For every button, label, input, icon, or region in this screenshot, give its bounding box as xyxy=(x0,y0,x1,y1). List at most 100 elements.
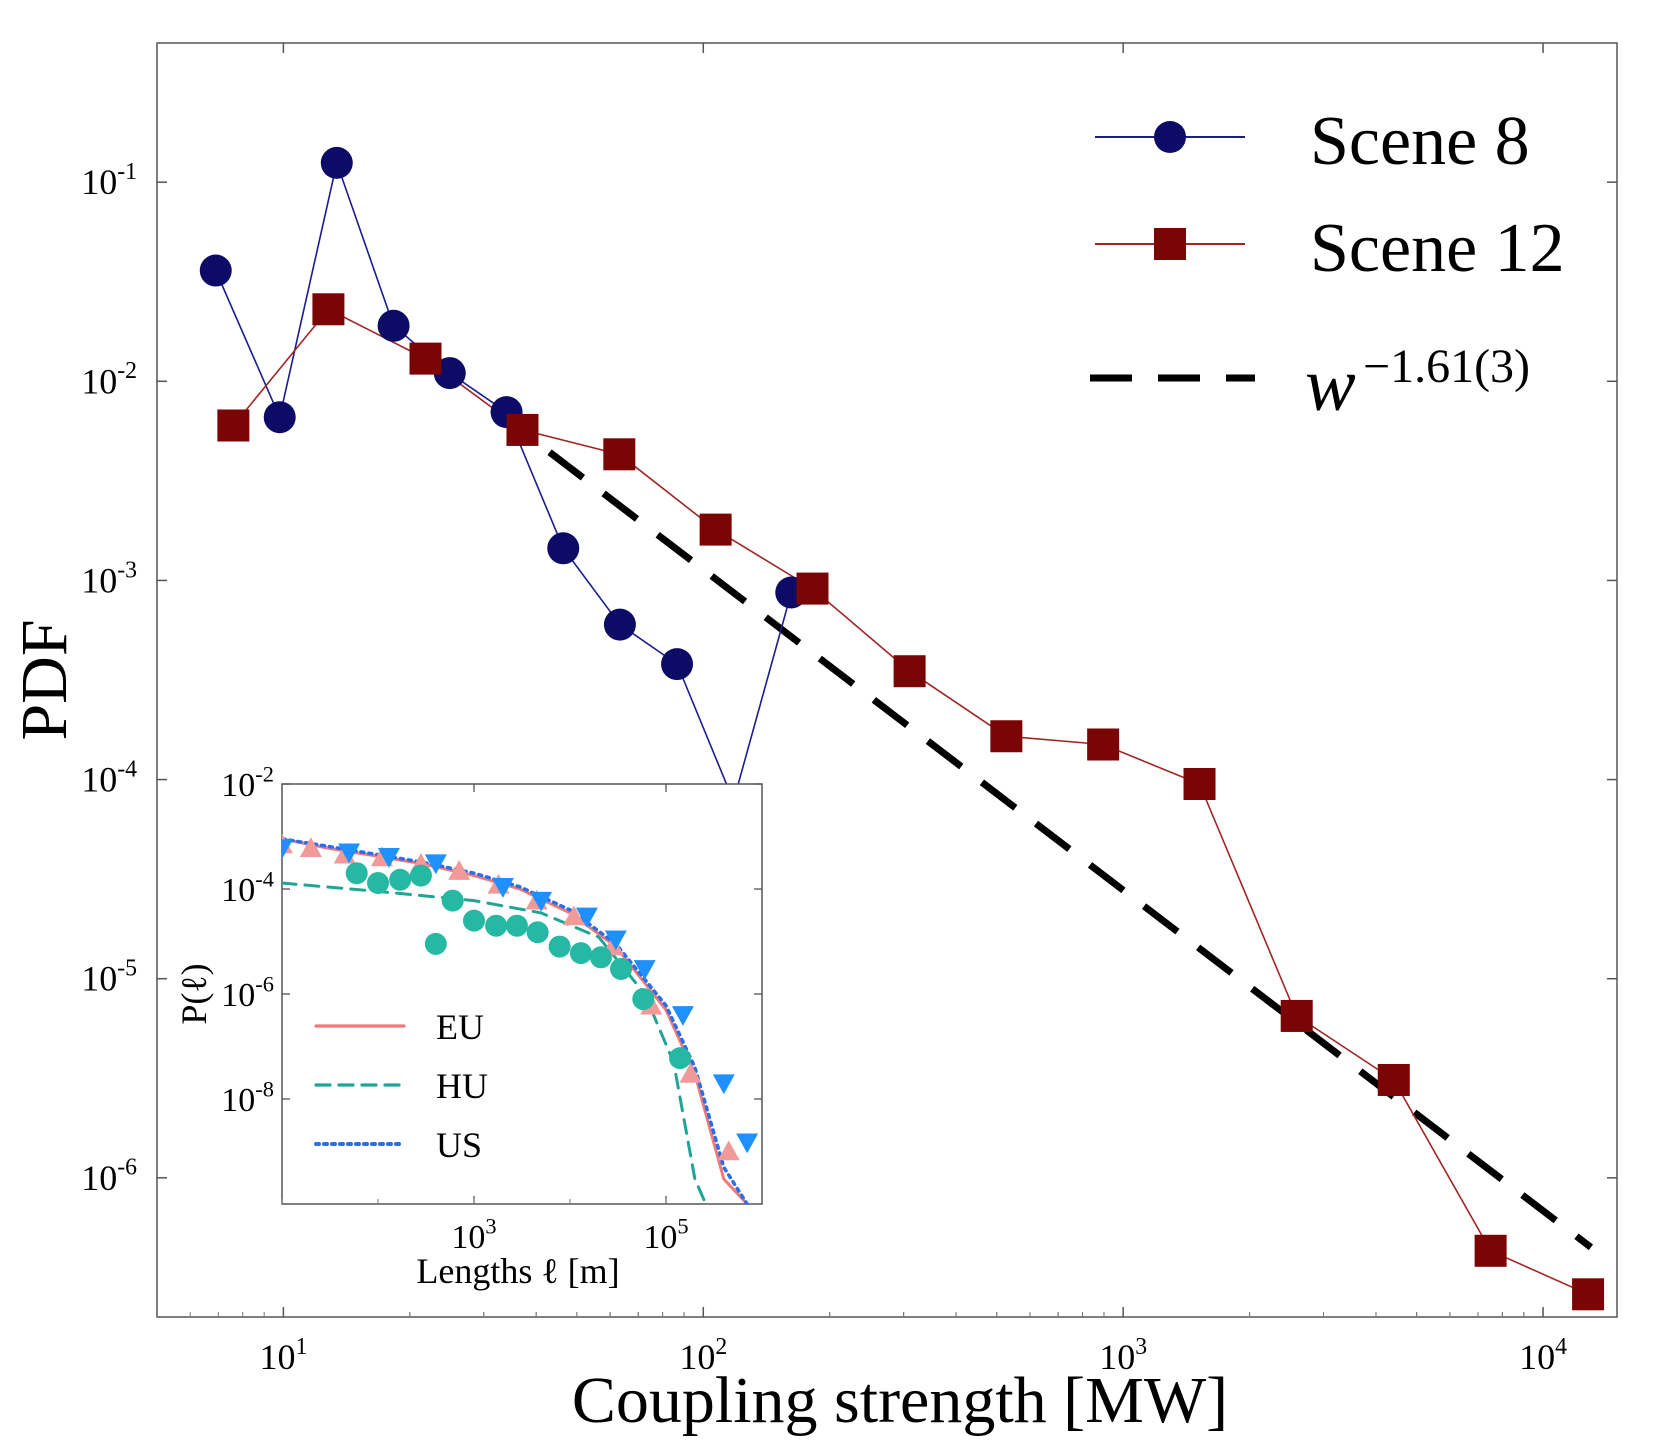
inset-y-tick-label-exponent: -4 xyxy=(255,867,274,892)
inset-point-eu xyxy=(717,1140,740,1161)
inset-point-hu xyxy=(569,942,592,965)
inset-point-hu xyxy=(409,864,432,887)
main-y-tick-label: 10-1 xyxy=(81,159,137,202)
inset-x-tick-label-base: 10 xyxy=(643,1219,677,1256)
inset-y-tick-label-base: 10 xyxy=(221,977,255,1014)
data-point-scene-8 xyxy=(377,309,410,342)
main-y-tick-label: 10-4 xyxy=(81,756,137,799)
inset-point-us xyxy=(424,854,447,875)
inset-point-hu xyxy=(632,988,655,1011)
inset-point-hu xyxy=(389,868,412,891)
legend-fit-exponent: −1.61(3) xyxy=(1363,340,1530,393)
main-y-tick-label-exponent: -6 xyxy=(117,1155,137,1181)
inset-point-eu xyxy=(448,860,471,880)
main-x-tick-label: 104 xyxy=(1519,1334,1567,1377)
inset-point-us xyxy=(491,878,514,898)
inset-x-tick-label-exponent: 3 xyxy=(485,1214,496,1239)
inset-x-tick-label-base: 10 xyxy=(451,1219,485,1256)
inset-point-us xyxy=(633,960,656,980)
data-point-scene-12 xyxy=(312,293,345,326)
inset-point-us xyxy=(604,930,627,951)
legend-marker-scene-8 xyxy=(1154,121,1186,153)
inset-y-tick-label-base: 10 xyxy=(221,767,255,804)
inset-legend: EU HU US xyxy=(314,1007,488,1165)
data-point-scene-8 xyxy=(320,146,353,179)
data-point-scene-8 xyxy=(661,648,694,681)
data-point-scene-12 xyxy=(1183,767,1216,800)
main-x-tick-label: 102 xyxy=(679,1334,727,1377)
inset-x-tick-label: 105 xyxy=(643,1214,688,1256)
main-y-tick-label-base: 10 xyxy=(81,959,117,999)
main-y-tick-label-exponent: -3 xyxy=(117,557,137,583)
main-x-axis-label: Coupling strength [MW] xyxy=(572,1364,1228,1437)
main-x-tick-label: 101 xyxy=(259,1334,307,1377)
data-point-scene-8 xyxy=(199,254,232,287)
fit-line xyxy=(493,408,1594,1251)
inset-point-us xyxy=(712,1074,735,1095)
main-y-tick-label-base: 10 xyxy=(81,760,117,800)
inset-x-tick-label: 103 xyxy=(451,1214,496,1256)
main-x-tick-label-base: 10 xyxy=(1099,1337,1135,1377)
data-point-scene-12 xyxy=(796,572,829,605)
inset-point-us xyxy=(575,907,598,928)
main-y-tick-label-base: 10 xyxy=(81,361,117,401)
inset-legend-label-hu: HU xyxy=(436,1066,488,1106)
inset-curve-hu xyxy=(282,881,708,1204)
inset-y-tick-label-exponent: -6 xyxy=(255,972,274,997)
inset-point-hu xyxy=(669,1047,692,1070)
main-y-tick-label-base: 10 xyxy=(81,1158,117,1198)
main-x-tick-label-exponent: 3 xyxy=(1135,1334,1147,1360)
inset-legend-label-us: US xyxy=(436,1125,482,1165)
main-y-tick-label-exponent: -4 xyxy=(117,756,137,782)
inset-point-us xyxy=(282,839,293,860)
data-point-scene-12 xyxy=(1377,1063,1410,1096)
data-point-scene-12 xyxy=(1474,1234,1507,1267)
main-y-tick-label-base: 10 xyxy=(81,162,117,202)
main-x-tick-label-base: 10 xyxy=(1519,1337,1555,1377)
legend-fit-base: w xyxy=(1305,343,1356,427)
inset-x-axis-label: Lengths ℓ [m] xyxy=(416,1251,619,1291)
data-point-scene-12 xyxy=(506,413,539,446)
inset-point-us xyxy=(377,848,400,868)
data-point-scene-12 xyxy=(1280,999,1313,1032)
data-point-scene-8 xyxy=(603,608,636,641)
inset-y-tick-label: 10-6 xyxy=(221,972,274,1014)
main-y-tick-label: 10-5 xyxy=(81,956,137,999)
main-legend: Scene 8 Scene 12 w −1.61(3) xyxy=(1090,103,1565,427)
main-x-tick-label-base: 10 xyxy=(259,1337,295,1377)
main-x-tick-label-exponent: 2 xyxy=(715,1334,727,1360)
main-y-tick-label: 10-3 xyxy=(81,557,137,600)
inset-y-tick-label: 10-4 xyxy=(221,867,274,909)
inset-point-hu xyxy=(367,872,389,895)
inset-point-eu xyxy=(679,1062,702,1083)
data-point-scene-12 xyxy=(1572,1278,1605,1311)
main-x-tick-label-exponent: 1 xyxy=(295,1334,307,1360)
legend-label-scene-8: Scene 8 xyxy=(1310,103,1530,180)
inset-x-tick-label-exponent: 5 xyxy=(677,1214,688,1239)
main-y-tick-label: 10-6 xyxy=(81,1155,137,1198)
fit-line-group xyxy=(493,408,1594,1251)
main-y-tick-label-exponent: -5 xyxy=(117,956,137,982)
main-x-tick-label-base: 10 xyxy=(679,1337,715,1377)
inset-point-us xyxy=(671,1006,694,1026)
inset-point-hu xyxy=(526,921,549,944)
data-point-scene-8 xyxy=(263,401,296,434)
main-plot-frame xyxy=(156,42,1618,1318)
data-point-scene-8 xyxy=(433,357,466,390)
data-point-scene-12 xyxy=(217,409,250,442)
inset-series-group xyxy=(282,833,759,1204)
main-y-tick-label-base: 10 xyxy=(81,560,117,600)
inset-point-hu xyxy=(548,935,571,958)
inset-y-tick-label-base: 10 xyxy=(221,872,255,909)
inset-point-hu xyxy=(424,932,447,955)
inset-point-hu xyxy=(463,909,485,932)
inset-point-hu xyxy=(345,862,368,885)
inset-point-us xyxy=(530,891,553,912)
inset-point-hu xyxy=(505,914,528,937)
inset-point-hu xyxy=(610,957,633,980)
inset-point-eu xyxy=(299,837,322,857)
